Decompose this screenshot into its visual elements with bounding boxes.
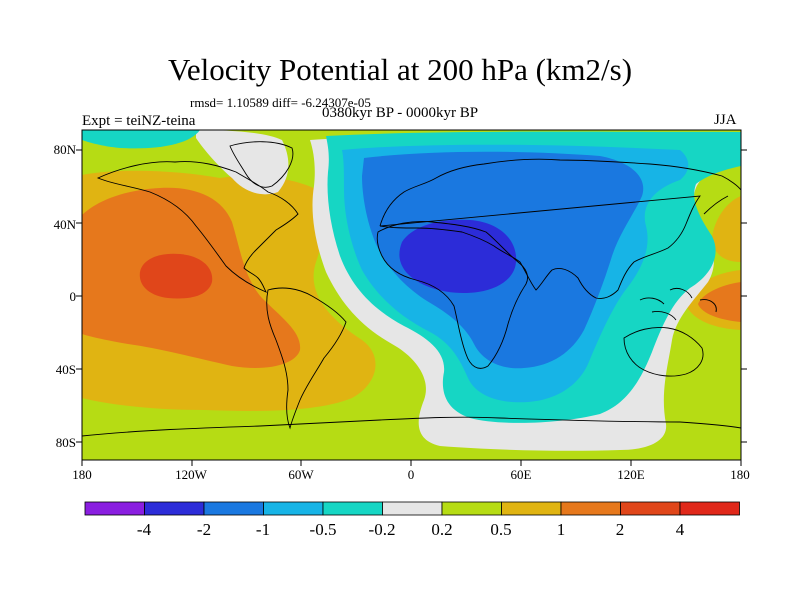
contour-band <box>712 196 741 262</box>
colorbar-box <box>84 501 145 516</box>
coastline-maritime-asia <box>639 287 717 321</box>
experiment-label: Expt = teiNZ-teina <box>82 113 196 129</box>
colorbar-box <box>382 501 443 516</box>
x-tick-label: 120E <box>617 467 645 482</box>
coastline-south-america <box>266 287 347 430</box>
colorbar-label: -4 <box>136 520 152 539</box>
colorbar-label: 1 <box>556 520 566 539</box>
season-label: JJA <box>714 112 737 128</box>
contour-fill <box>82 130 741 460</box>
colorbar-label: -1 <box>255 520 271 539</box>
y-ticks <box>76 149 747 443</box>
coastline-africa <box>376 221 529 369</box>
colorbar-label: -0.5 <box>309 520 337 539</box>
coastline-antarctica <box>82 416 741 437</box>
x-tick-label: 0 <box>407 467 415 482</box>
colorbar-label: -2 <box>196 520 212 539</box>
colorbar-label: 2 <box>615 520 625 539</box>
coastline-australia <box>623 327 704 377</box>
coastline-greenland <box>229 141 294 188</box>
x-tick-label: 120W <box>175 467 207 482</box>
colorbar-box <box>620 501 681 516</box>
contour-band <box>139 253 213 299</box>
coastlines <box>82 141 741 437</box>
colorbar-box <box>679 501 740 516</box>
colorbar-box <box>441 501 502 516</box>
colorbar-label: 0.5 <box>490 520 512 539</box>
y-tick-label: 40S <box>55 362 76 377</box>
contour-band <box>196 130 289 195</box>
chart-title: Velocity Potential at 200 hPa (km2/s) <box>167 52 633 87</box>
coastline-japan <box>703 195 729 215</box>
colorbar-box <box>203 501 264 516</box>
x-tick-label: 60E <box>510 467 532 482</box>
y-tick-label: 80N <box>53 142 76 157</box>
colorbar-box <box>560 501 621 516</box>
colorbar-box <box>263 501 324 516</box>
colorbar-label: -0.2 <box>368 520 396 539</box>
y-tick-label: 80S <box>55 435 76 450</box>
contour-band <box>399 219 517 294</box>
x-tick-label: 180 <box>72 467 92 482</box>
colorbar-box <box>144 501 205 516</box>
colorbar-label: 0.2 <box>431 520 453 539</box>
coastline-eurasia <box>379 158 741 299</box>
y-tick-label: 40N <box>53 217 76 232</box>
x-ticks <box>81 460 742 466</box>
period-label: 0380kyr BP - 0000kyr BP <box>322 105 479 121</box>
contour-band <box>698 282 741 322</box>
colorbar-box <box>501 501 562 516</box>
coastline-north-america <box>96 161 299 293</box>
colorbar <box>84 501 740 516</box>
stats-label: rmsd= 1.10589 diff= -6.24307e-05 <box>190 95 371 110</box>
y-tick-label: 0 <box>69 289 77 304</box>
colorbar-box <box>322 501 383 516</box>
x-tick-label: 180 <box>730 467 750 482</box>
colorbar-label: 4 <box>675 520 685 539</box>
x-tick-label: 60W <box>288 467 314 482</box>
contour-band <box>82 130 200 149</box>
